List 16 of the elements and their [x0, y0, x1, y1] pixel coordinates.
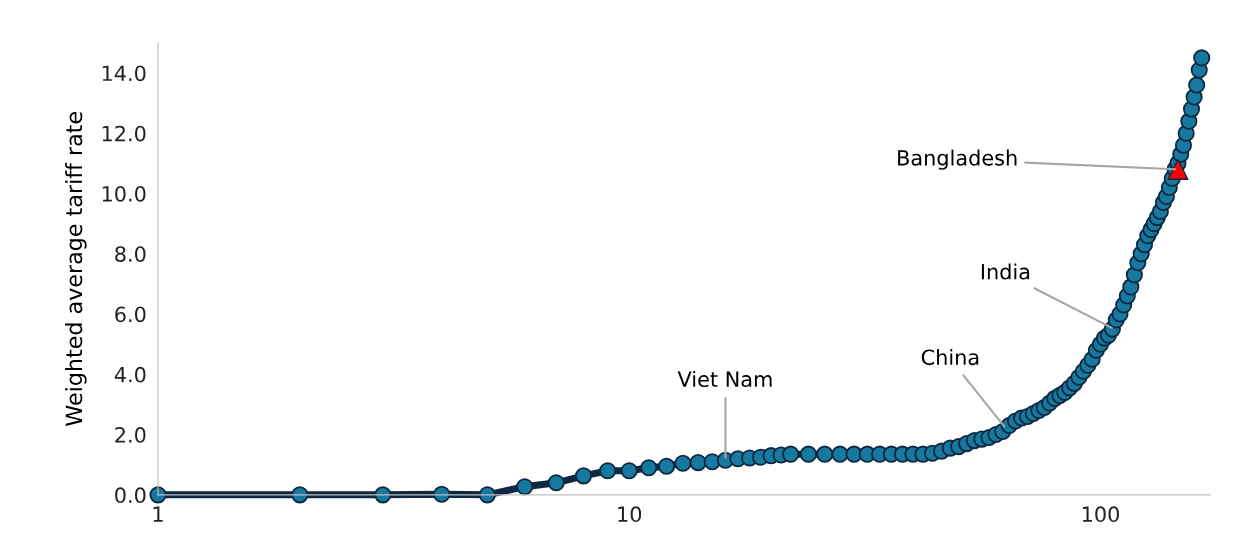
annotation: Bangladesh	[898, 149, 1017, 170]
y-tick-label: 14.0	[102, 65, 146, 82]
annotation: India	[981, 263, 1030, 280]
x-tick-label: 10	[618, 506, 642, 523]
y-axis-title: Weighted average tariff rate	[65, 112, 87, 426]
y-tick-label: 2.0	[115, 427, 146, 443]
x-tick-label: 100	[1082, 506, 1119, 523]
y-tick-label: 4.0	[114, 366, 146, 383]
x-tick-label: 1	[153, 506, 163, 522]
y-tick-label: 12.0	[102, 125, 146, 142]
y-tick-label: 6.0	[115, 306, 146, 323]
y-tick-label: 8.0	[115, 246, 146, 262]
y-tick-label: 0.0	[115, 487, 146, 504]
annotation: Viet Nam	[677, 370, 772, 388]
y-tick-label: 10.0	[102, 185, 146, 202]
annotation: China	[921, 349, 979, 366]
